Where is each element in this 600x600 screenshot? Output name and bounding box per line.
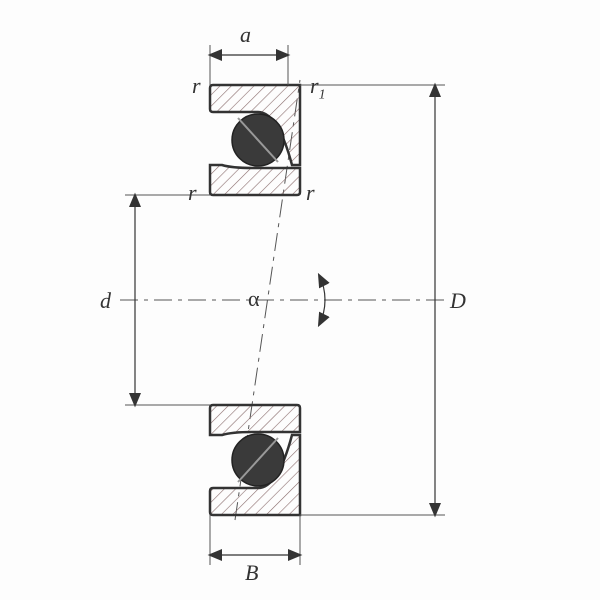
label-r-mid-right: r xyxy=(306,180,315,206)
bottom-inner-ring xyxy=(210,405,300,435)
label-a: a xyxy=(240,22,251,48)
label-r1-top-right: r1 xyxy=(310,73,326,103)
label-r-top-left: r xyxy=(192,73,201,99)
label-r1-r: r xyxy=(310,73,319,98)
label-B: B xyxy=(245,560,258,586)
label-r-mid-left: r xyxy=(188,180,197,206)
label-r1-sub: 1 xyxy=(319,87,326,102)
top-inner-ring xyxy=(210,165,300,195)
dim-B xyxy=(210,515,300,565)
label-D: D xyxy=(450,288,466,314)
label-alpha: α xyxy=(248,286,260,312)
label-d: d xyxy=(100,288,111,314)
bearing-diagram: a B d D r r1 r r α xyxy=(0,0,600,600)
dim-a xyxy=(210,45,288,85)
drawing-svg xyxy=(0,0,600,600)
